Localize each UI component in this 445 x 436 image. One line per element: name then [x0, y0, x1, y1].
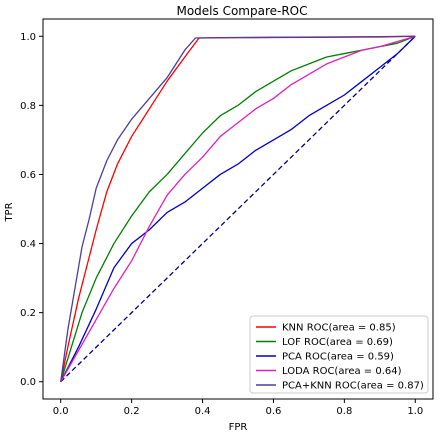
legend-box: [249, 315, 429, 394]
series-line-1: [60, 35, 416, 382]
legend: KNN ROC(area = 0.85) LOF ROC(area = 0.69)…: [249, 315, 429, 394]
y-ticks: 0.0 0.2 0.4 0.6 0.8 1.0: [20, 32, 43, 388]
y-tick-label: 0.6: [20, 170, 36, 181]
x-ticks: 0.0 0.2 0.4 0.6 0.8 1.0: [53, 399, 423, 417]
y-tick-label: 1.0: [20, 32, 36, 43]
plot-frame: [42, 18, 434, 400]
x-tick-label: 0.4: [195, 406, 211, 417]
legend-label-0: KNN ROC(area = 0.85): [282, 323, 396, 334]
y-axis-label: TPR: [4, 202, 15, 222]
series-line-3: [60, 35, 416, 383]
x-tick-label: 0.0: [53, 406, 69, 417]
legend-label-2: PCA ROC(area = 0.59): [282, 352, 394, 363]
x-tick-label: 0.6: [266, 406, 282, 417]
x-tick-label: 0.2: [124, 406, 140, 417]
x-axis-label: FPR: [229, 422, 248, 433]
reference-diagonal-line: [60, 35, 416, 383]
y-tick-label: 0.4: [20, 239, 36, 250]
y-tick-label: 0.2: [20, 308, 36, 319]
legend-label-3: LODA ROC(area = 0.64): [282, 366, 402, 377]
chart-title: Models Compare-ROC: [176, 4, 307, 18]
series-layer: [60, 35, 416, 383]
series-line-2: [60, 35, 416, 383]
y-tick-label: 0.0: [20, 377, 36, 388]
reference-line-layer: [60, 35, 416, 383]
x-tick-label: 0.8: [336, 406, 352, 417]
legend-label-4: PCA+KNN ROC(area = 0.87): [282, 381, 424, 392]
legend-label-1: LOF ROC(area = 0.69): [282, 337, 393, 348]
x-tick-label: 1.0: [407, 406, 423, 417]
legend-entries: KNN ROC(area = 0.85) LOF ROC(area = 0.69)…: [256, 323, 424, 392]
y-tick-label: 0.8: [20, 101, 36, 112]
series-line-4: [60, 35, 416, 382]
